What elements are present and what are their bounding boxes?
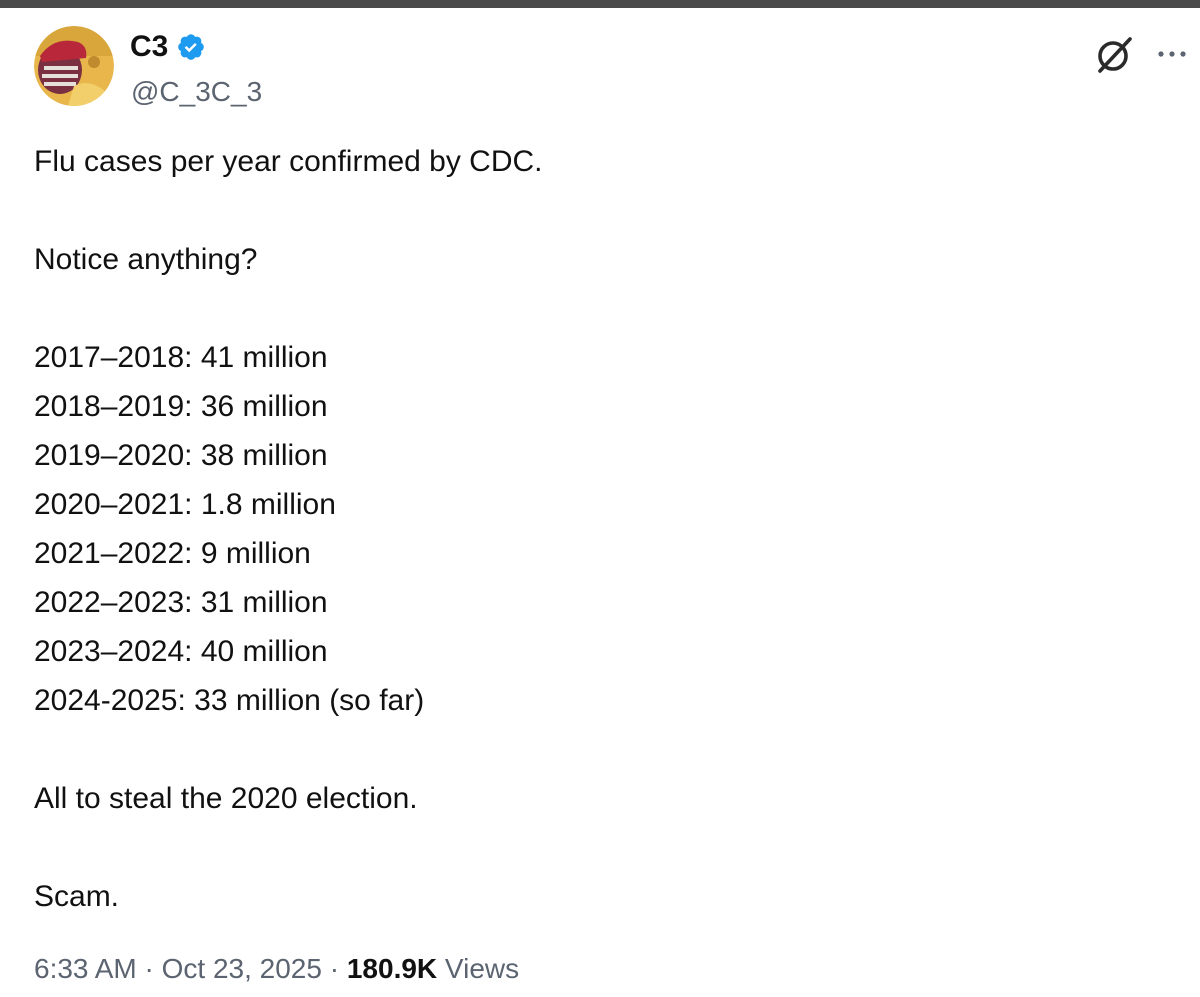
- window-top-border: [0, 0, 1200, 8]
- timestamp-link[interactable]: 6:33 AM · Oct 23, 2025: [34, 953, 322, 984]
- tweet-time: 6:33 AM: [34, 953, 137, 984]
- tweet-line-intro: Flu cases per year confirmed by CDC.: [34, 145, 543, 178]
- season-line: 2020–2021: 1.8 million: [34, 488, 336, 521]
- meta-separator: ·: [136, 953, 162, 984]
- views-count: 180.9K: [346, 953, 438, 984]
- avatar[interactable]: [34, 26, 114, 106]
- season-line: 2021–2022: 9 million: [34, 537, 311, 570]
- tweet-date: Oct 23, 2025: [161, 953, 322, 984]
- tweet-card: C3 @C_3C_3 Flu cases per year confirmed …: [0, 8, 1200, 997]
- views-label: Views: [437, 953, 520, 984]
- tweet-text: Flu cases per year confirmed by CDC. Not…: [34, 137, 1154, 921]
- avatar-image: [34, 26, 114, 106]
- season-line: 2019–2020: 38 million: [34, 439, 328, 472]
- season-line: 2024-2025: 33 million (so far): [34, 684, 425, 717]
- more-options-icon[interactable]: [1152, 39, 1192, 69]
- season-line: 2022–2023: 31 million: [34, 586, 328, 619]
- user-handle[interactable]: @C_3C_3: [131, 76, 263, 107]
- tweet-line-question: Notice anything?: [34, 243, 258, 276]
- season-line: 2017–2018: 41 million: [34, 341, 328, 374]
- tweet-line-claim: All to steal the 2020 election.: [34, 782, 418, 815]
- season-line: 2023–2024: 40 million: [34, 635, 328, 668]
- author-name-row: C3: [130, 29, 206, 65]
- tweet-meta: 6:33 AM · Oct 23, 2025 · 180.9K Views: [34, 951, 519, 987]
- tweet-line-end: Scam.: [34, 880, 120, 913]
- display-name[interactable]: C3: [130, 30, 169, 63]
- verified-badge-icon: [178, 34, 205, 60]
- grok-icon[interactable]: [1094, 34, 1136, 76]
- season-line: 2018–2019: 36 million: [34, 390, 328, 423]
- meta-separator: ·: [321, 953, 347, 984]
